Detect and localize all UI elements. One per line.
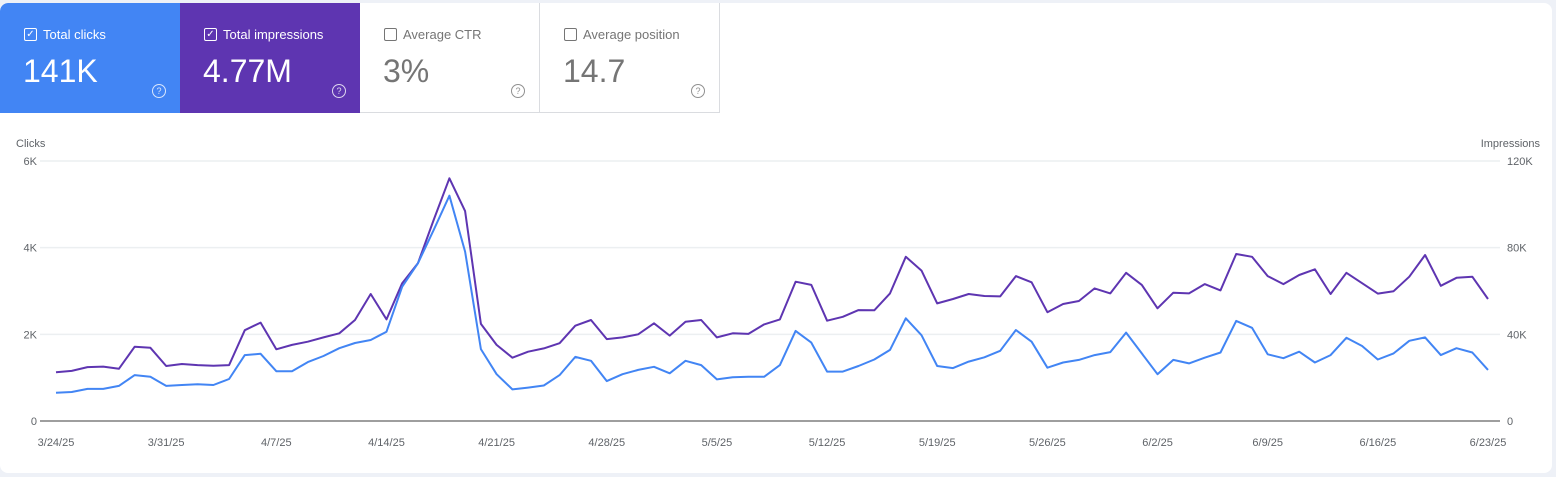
x-tick-label: 5/5/25 <box>702 437 733 449</box>
x-tick-label: 4/21/25 <box>478 437 515 449</box>
y-right-tick-label: 80K <box>1507 243 1527 255</box>
metric-total-impressions[interactable]: ✓ Total impressions 4.77M ? <box>180 3 360 113</box>
y-axis-left-title: Clicks <box>16 138 46 150</box>
help-icon[interactable]: ? <box>152 84 166 98</box>
y-left-tick-label: 6K <box>24 156 38 168</box>
x-tick-label: 6/9/25 <box>1252 437 1283 449</box>
x-tick-label: 6/2/25 <box>1142 437 1173 449</box>
help-icon[interactable]: ? <box>332 84 346 98</box>
metric-label: Average CTR <box>403 27 482 42</box>
y-right-tick-label: 40K <box>1507 329 1527 341</box>
x-tick-label: 4/7/25 <box>261 437 292 449</box>
help-icon[interactable]: ? <box>691 84 705 98</box>
x-tick-label: 5/26/25 <box>1029 437 1066 449</box>
metric-average-ctr[interactable]: Average CTR 3% ? <box>360 3 540 113</box>
y-left-tick-label: 2K <box>24 329 38 341</box>
metric-total-clicks[interactable]: ✓ Total clicks 141K ? <box>0 3 180 113</box>
y-right-tick-label: 0 <box>1507 416 1513 428</box>
x-tick-label: 5/19/25 <box>919 437 956 449</box>
checkbox-checked-icon[interactable]: ✓ <box>24 28 37 41</box>
x-tick-label: 6/23/25 <box>1470 437 1507 449</box>
checkbox-unchecked-icon[interactable] <box>564 28 577 41</box>
metric-value: 14.7 <box>563 53 626 89</box>
metric-value: 4.77M <box>203 53 292 89</box>
performance-card: ✓ Total clicks 141K ? ✓ Total impressions … <box>0 3 1552 473</box>
y-left-tick-label: 0 <box>31 416 37 428</box>
y-left-tick-label: 4K <box>24 243 38 255</box>
help-icon[interactable]: ? <box>511 84 525 98</box>
checkbox-unchecked-icon[interactable] <box>384 28 397 41</box>
metric-label: Total impressions <box>223 27 324 42</box>
metric-label: Total clicks <box>43 27 106 42</box>
performance-chart: Clicks Impressions 0 0 2K 40K 4K 80K 6K 120K 3/… <box>16 138 1541 449</box>
x-tick-label: 5/12/25 <box>809 437 846 449</box>
series-line-impressions <box>55 177 1489 374</box>
x-tick-label: 4/28/25 <box>588 437 625 449</box>
x-tick-label: 6/16/25 <box>1359 437 1396 449</box>
x-tick-label: 4/14/25 <box>368 437 405 449</box>
metric-average-position[interactable]: Average position 14.7 ? <box>540 3 720 113</box>
y-right-tick-label: 120K <box>1507 156 1533 168</box>
metric-value: 3% <box>383 53 430 89</box>
series-line-clicks <box>55 194 1489 394</box>
checkbox-checked-icon[interactable]: ✓ <box>204 28 217 41</box>
y-axis-right-title: Impressions <box>1481 138 1541 150</box>
x-tick-label: 3/31/25 <box>148 437 185 449</box>
metric-value: 141K <box>23 53 98 89</box>
x-tick-label: 3/24/25 <box>38 437 75 449</box>
metric-label: Average position <box>583 27 680 42</box>
